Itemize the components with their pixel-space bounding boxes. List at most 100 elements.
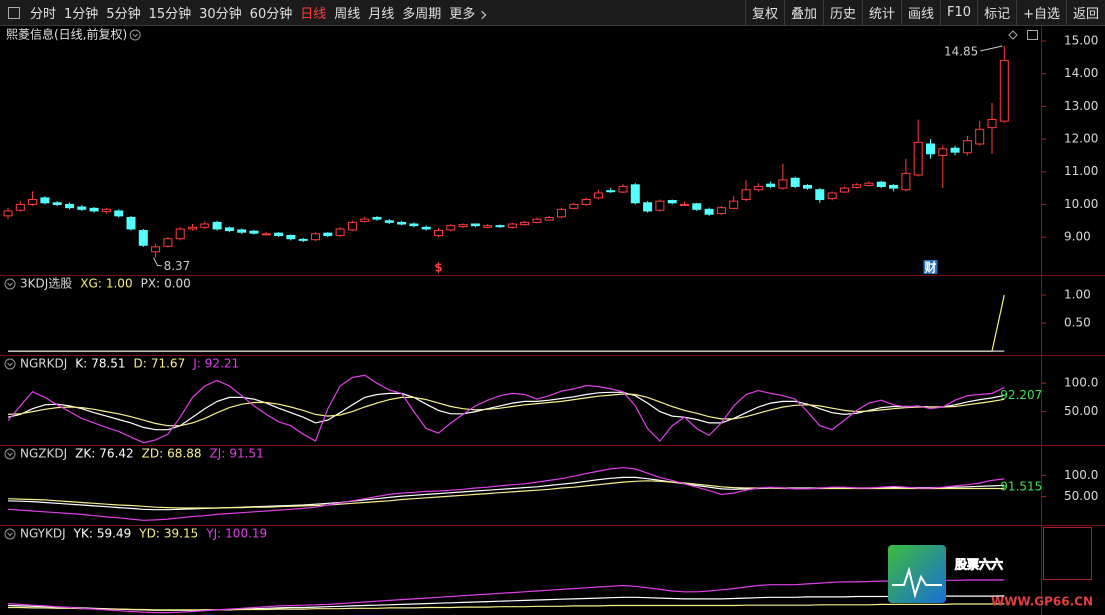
candle-body — [803, 184, 812, 189]
title-menu-icon[interactable] — [129, 29, 141, 41]
candle-body — [926, 143, 935, 155]
legend-name: K: — [75, 357, 87, 371]
legend-value: 76.42 — [99, 447, 133, 461]
panel-menu-icon[interactable] — [4, 278, 16, 290]
candle-body — [790, 177, 800, 187]
period-tabs: 分时 1分钟 5分钟 15分钟 30分钟 60分钟 日线 周线 月线 多周期 更多 — [0, 0, 489, 25]
tool-button[interactable]: 标记 — [977, 0, 1016, 25]
candle-body — [434, 230, 443, 236]
event-marker[interactable]: 财 — [923, 260, 936, 275]
icon-diamond[interactable] — [1008, 30, 1018, 40]
candle-body — [557, 208, 566, 218]
candle-body — [520, 221, 530, 226]
legend-value: 0.00 — [164, 277, 191, 291]
candle-body — [52, 202, 62, 205]
candle-body — [224, 227, 234, 232]
candle-body — [889, 184, 899, 189]
menu-icon[interactable] — [8, 6, 20, 19]
period-tab[interactable]: 分时 — [30, 7, 57, 22]
candle-body — [741, 189, 751, 201]
candle-body — [852, 184, 862, 188]
tool-button[interactable]: +自选 — [1016, 0, 1066, 25]
candle-body — [409, 223, 419, 227]
candle-body — [3, 210, 13, 217]
watermark-logo-line — [892, 566, 942, 599]
candle-body — [138, 230, 148, 246]
legend-value: 59.49 — [97, 527, 131, 541]
candle-body — [618, 185, 628, 193]
candle-body — [261, 233, 271, 236]
tool-button[interactable]: 返回 — [1065, 0, 1105, 25]
end-value-label: 91.515 — [1000, 479, 1042, 493]
marker-bg — [923, 260, 938, 274]
panel-menu-chevron — [7, 452, 13, 457]
chart-panel: 1.00 0.50 3KDJ选股 XG: 1.00 PX: 0.00 — [4, 277, 1091, 352]
y-tick-label: 15.00 — [1064, 34, 1098, 48]
candle-body — [237, 229, 247, 233]
panel-title: NGYKDJ — [20, 527, 66, 541]
panel-menu-icon[interactable] — [4, 358, 16, 370]
candle-body — [544, 216, 554, 221]
candle-body — [766, 183, 776, 187]
tool-button[interactable]: 画线 — [901, 0, 940, 25]
indicator-line — [8, 603, 1005, 611]
candle-body — [65, 203, 74, 209]
candle-body — [864, 182, 874, 186]
candle-body — [630, 184, 640, 204]
tool-button[interactable]: F10 — [940, 0, 977, 25]
indicator-line — [7, 467, 1005, 521]
candle-body — [827, 192, 837, 200]
period-tab[interactable]: 更多 — [445, 3, 489, 22]
period-tab[interactable]: 日线 — [300, 7, 327, 22]
axis-box — [1043, 527, 1092, 580]
y-tick-label: 12.00 — [1064, 132, 1098, 146]
legend-name: ZK: — [75, 447, 95, 461]
tool-button[interactable]: 复权 — [744, 0, 784, 25]
period-tab[interactable]: 月线 — [368, 7, 395, 22]
event-marker[interactable]: $ — [434, 261, 442, 275]
panel-menu-icon[interactable] — [4, 528, 16, 540]
y-tick-label: 11.00 — [1064, 164, 1098, 178]
period-tab[interactable]: 30分钟 — [199, 7, 242, 22]
y-tick-label: 100.0 — [1064, 376, 1098, 390]
tool-button[interactable]: 历史 — [822, 0, 862, 25]
chart-title: 熙菱信息(日线,前复权) — [6, 27, 127, 42]
candle-body — [397, 221, 407, 225]
candle-body — [975, 128, 985, 145]
period-tab[interactable]: 5分钟 — [106, 7, 141, 22]
indicator-line — [7, 579, 1005, 614]
period-tab[interactable]: 15分钟 — [148, 7, 192, 22]
y-tick-label: 10.00 — [1064, 197, 1098, 211]
candle-body — [532, 218, 542, 223]
candle-body — [372, 216, 382, 220]
icon-window[interactable] — [1027, 30, 1038, 40]
chart-panel: 100.0 50.00 91.515 NGZKDJ ZK: 76.42 ZD: 68.88 ZJ… — [4, 447, 1098, 521]
y-tick-label: 50.00 — [1064, 489, 1098, 503]
candle-body — [188, 226, 197, 230]
panels: 15.00 14.00 13.00 12.00 11.00 10.00 9.00 熙菱信息(日… — [3, 27, 1098, 614]
y-tick-label: 9.00 — [1064, 230, 1091, 244]
candle-body — [839, 187, 849, 193]
y-tick-label: 100.0 — [1064, 468, 1098, 482]
candle-body — [680, 203, 689, 206]
period-tab[interactable]: 周线 — [334, 7, 361, 22]
period-tab[interactable]: 1分钟 — [64, 7, 99, 22]
period-tab[interactable]: 多周期 — [402, 7, 442, 22]
legend-value: 71.67 — [151, 357, 185, 371]
candle-body — [335, 228, 345, 236]
candle-body — [655, 200, 665, 211]
period-tab[interactable]: 60分钟 — [249, 7, 293, 22]
tool-button[interactable]: 叠加 — [783, 0, 823, 25]
candle-body — [581, 199, 591, 205]
candle-body — [692, 203, 702, 210]
header-icons — [1008, 30, 1038, 40]
candle-body — [446, 225, 456, 231]
candle-body — [126, 216, 136, 230]
tool-button[interactable]: 统计 — [862, 0, 901, 25]
candle-body — [286, 234, 296, 240]
panel-menu-icon[interactable] — [4, 448, 16, 460]
candle-body — [15, 203, 25, 211]
candle-body — [753, 185, 763, 191]
